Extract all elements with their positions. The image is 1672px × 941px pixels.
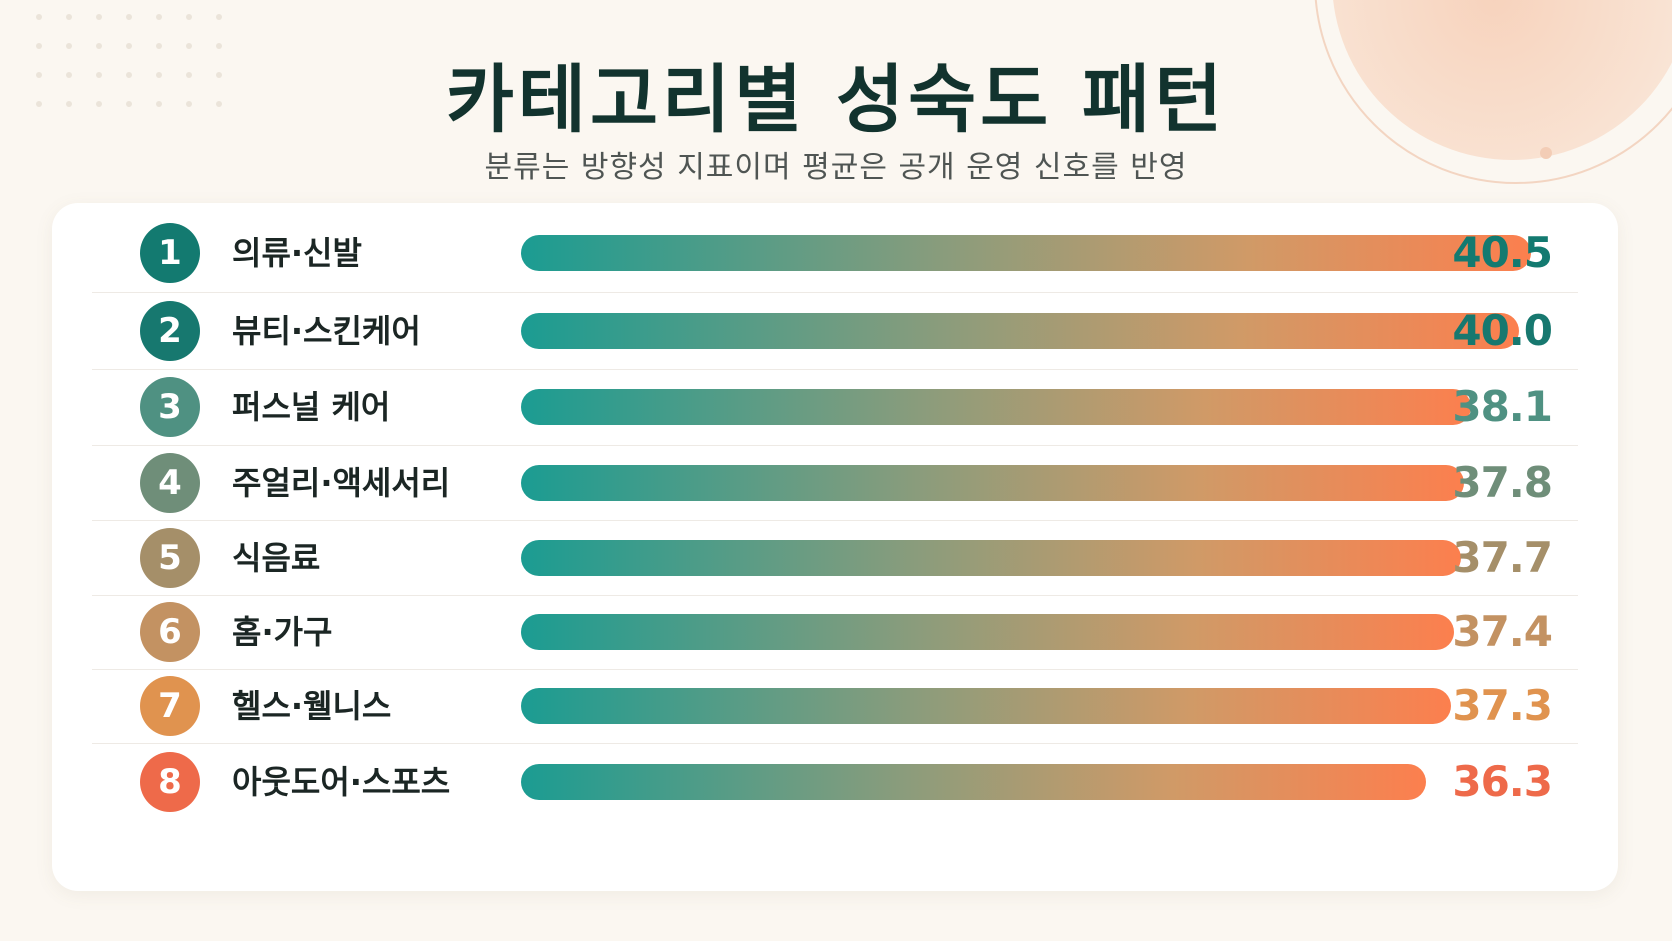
category-label: 헬스·웰니스 xyxy=(232,687,392,725)
data-label: 36.3 xyxy=(1452,757,1553,806)
data-label: 37.8 xyxy=(1452,457,1553,507)
bar-track xyxy=(521,234,1531,271)
bar xyxy=(521,464,1464,501)
data-label: 37.3 xyxy=(1452,681,1553,730)
data-label: 37.4 xyxy=(1452,607,1553,656)
rank-badge: 4 xyxy=(140,452,200,513)
rank-badge: 7 xyxy=(140,676,200,736)
bar-track xyxy=(521,688,1531,724)
bar-track xyxy=(521,539,1531,576)
bar-row: 8 아웃도어·스포츠 36.3 xyxy=(92,743,1578,821)
bar xyxy=(521,312,1519,349)
bar-row: 7 헬스·웰니스 37.3 xyxy=(92,669,1578,744)
bar xyxy=(521,764,1426,800)
rank-badge: 6 xyxy=(140,602,200,662)
category-label: 퍼스널 케어 xyxy=(232,388,391,426)
rank-badge: 1 xyxy=(140,222,200,283)
chart-title: 카테고리별 성숙도 패턴 xyxy=(445,57,1227,143)
rank-badge: 5 xyxy=(140,527,200,588)
rank-badge: 8 xyxy=(140,752,200,812)
data-label: 38.1 xyxy=(1452,382,1553,431)
bar-row: 5 식음료 37.7 xyxy=(92,520,1578,596)
bar-track xyxy=(521,312,1531,349)
bar xyxy=(521,389,1471,425)
category-label: 아웃도어·스포츠 xyxy=(232,763,451,801)
bar-row: 6 홈·가구 37.4 xyxy=(92,595,1578,670)
bar-row: 4 주얼리·액세서리 37.8 xyxy=(92,445,1578,521)
bar-track xyxy=(521,764,1531,800)
bar xyxy=(521,234,1531,271)
category-label: 식음료 xyxy=(232,538,321,577)
bar-row: 3 퍼스널 케어 38.1 xyxy=(92,369,1578,446)
decorative-dot-grid xyxy=(36,14,222,107)
rank-badge: 3 xyxy=(140,377,200,437)
data-label: 40.5 xyxy=(1452,227,1553,277)
bar xyxy=(521,688,1451,724)
bar-track xyxy=(521,614,1531,650)
bar-row: 1 의류·신발 40.5 xyxy=(92,213,1578,293)
rank-badge: 2 xyxy=(140,300,200,361)
chart-subtitle: 분류는 방향성 지표이며 평균은 공개 운영 신호를 반영 xyxy=(484,150,1188,185)
chart-card: 1 의류·신발 40.5 2 뷰티·스킨케어 40.0 3 퍼스널 케어 38.1 4 주얼리·액세… xyxy=(52,203,1618,891)
category-label: 주얼리·액세서리 xyxy=(232,463,451,502)
decorative-ring-dot xyxy=(1540,147,1552,159)
data-label: 40.0 xyxy=(1452,305,1553,355)
category-label: 뷰티·스킨케어 xyxy=(232,311,421,350)
bar xyxy=(521,614,1454,650)
bar-track xyxy=(521,389,1531,425)
bar-track xyxy=(521,464,1531,501)
bar-row: 2 뷰티·스킨케어 40.0 xyxy=(92,292,1578,370)
category-label: 홈·가구 xyxy=(232,613,333,651)
data-label: 37.7 xyxy=(1452,532,1553,582)
category-label: 의류·신발 xyxy=(232,233,362,272)
bar xyxy=(521,539,1461,576)
